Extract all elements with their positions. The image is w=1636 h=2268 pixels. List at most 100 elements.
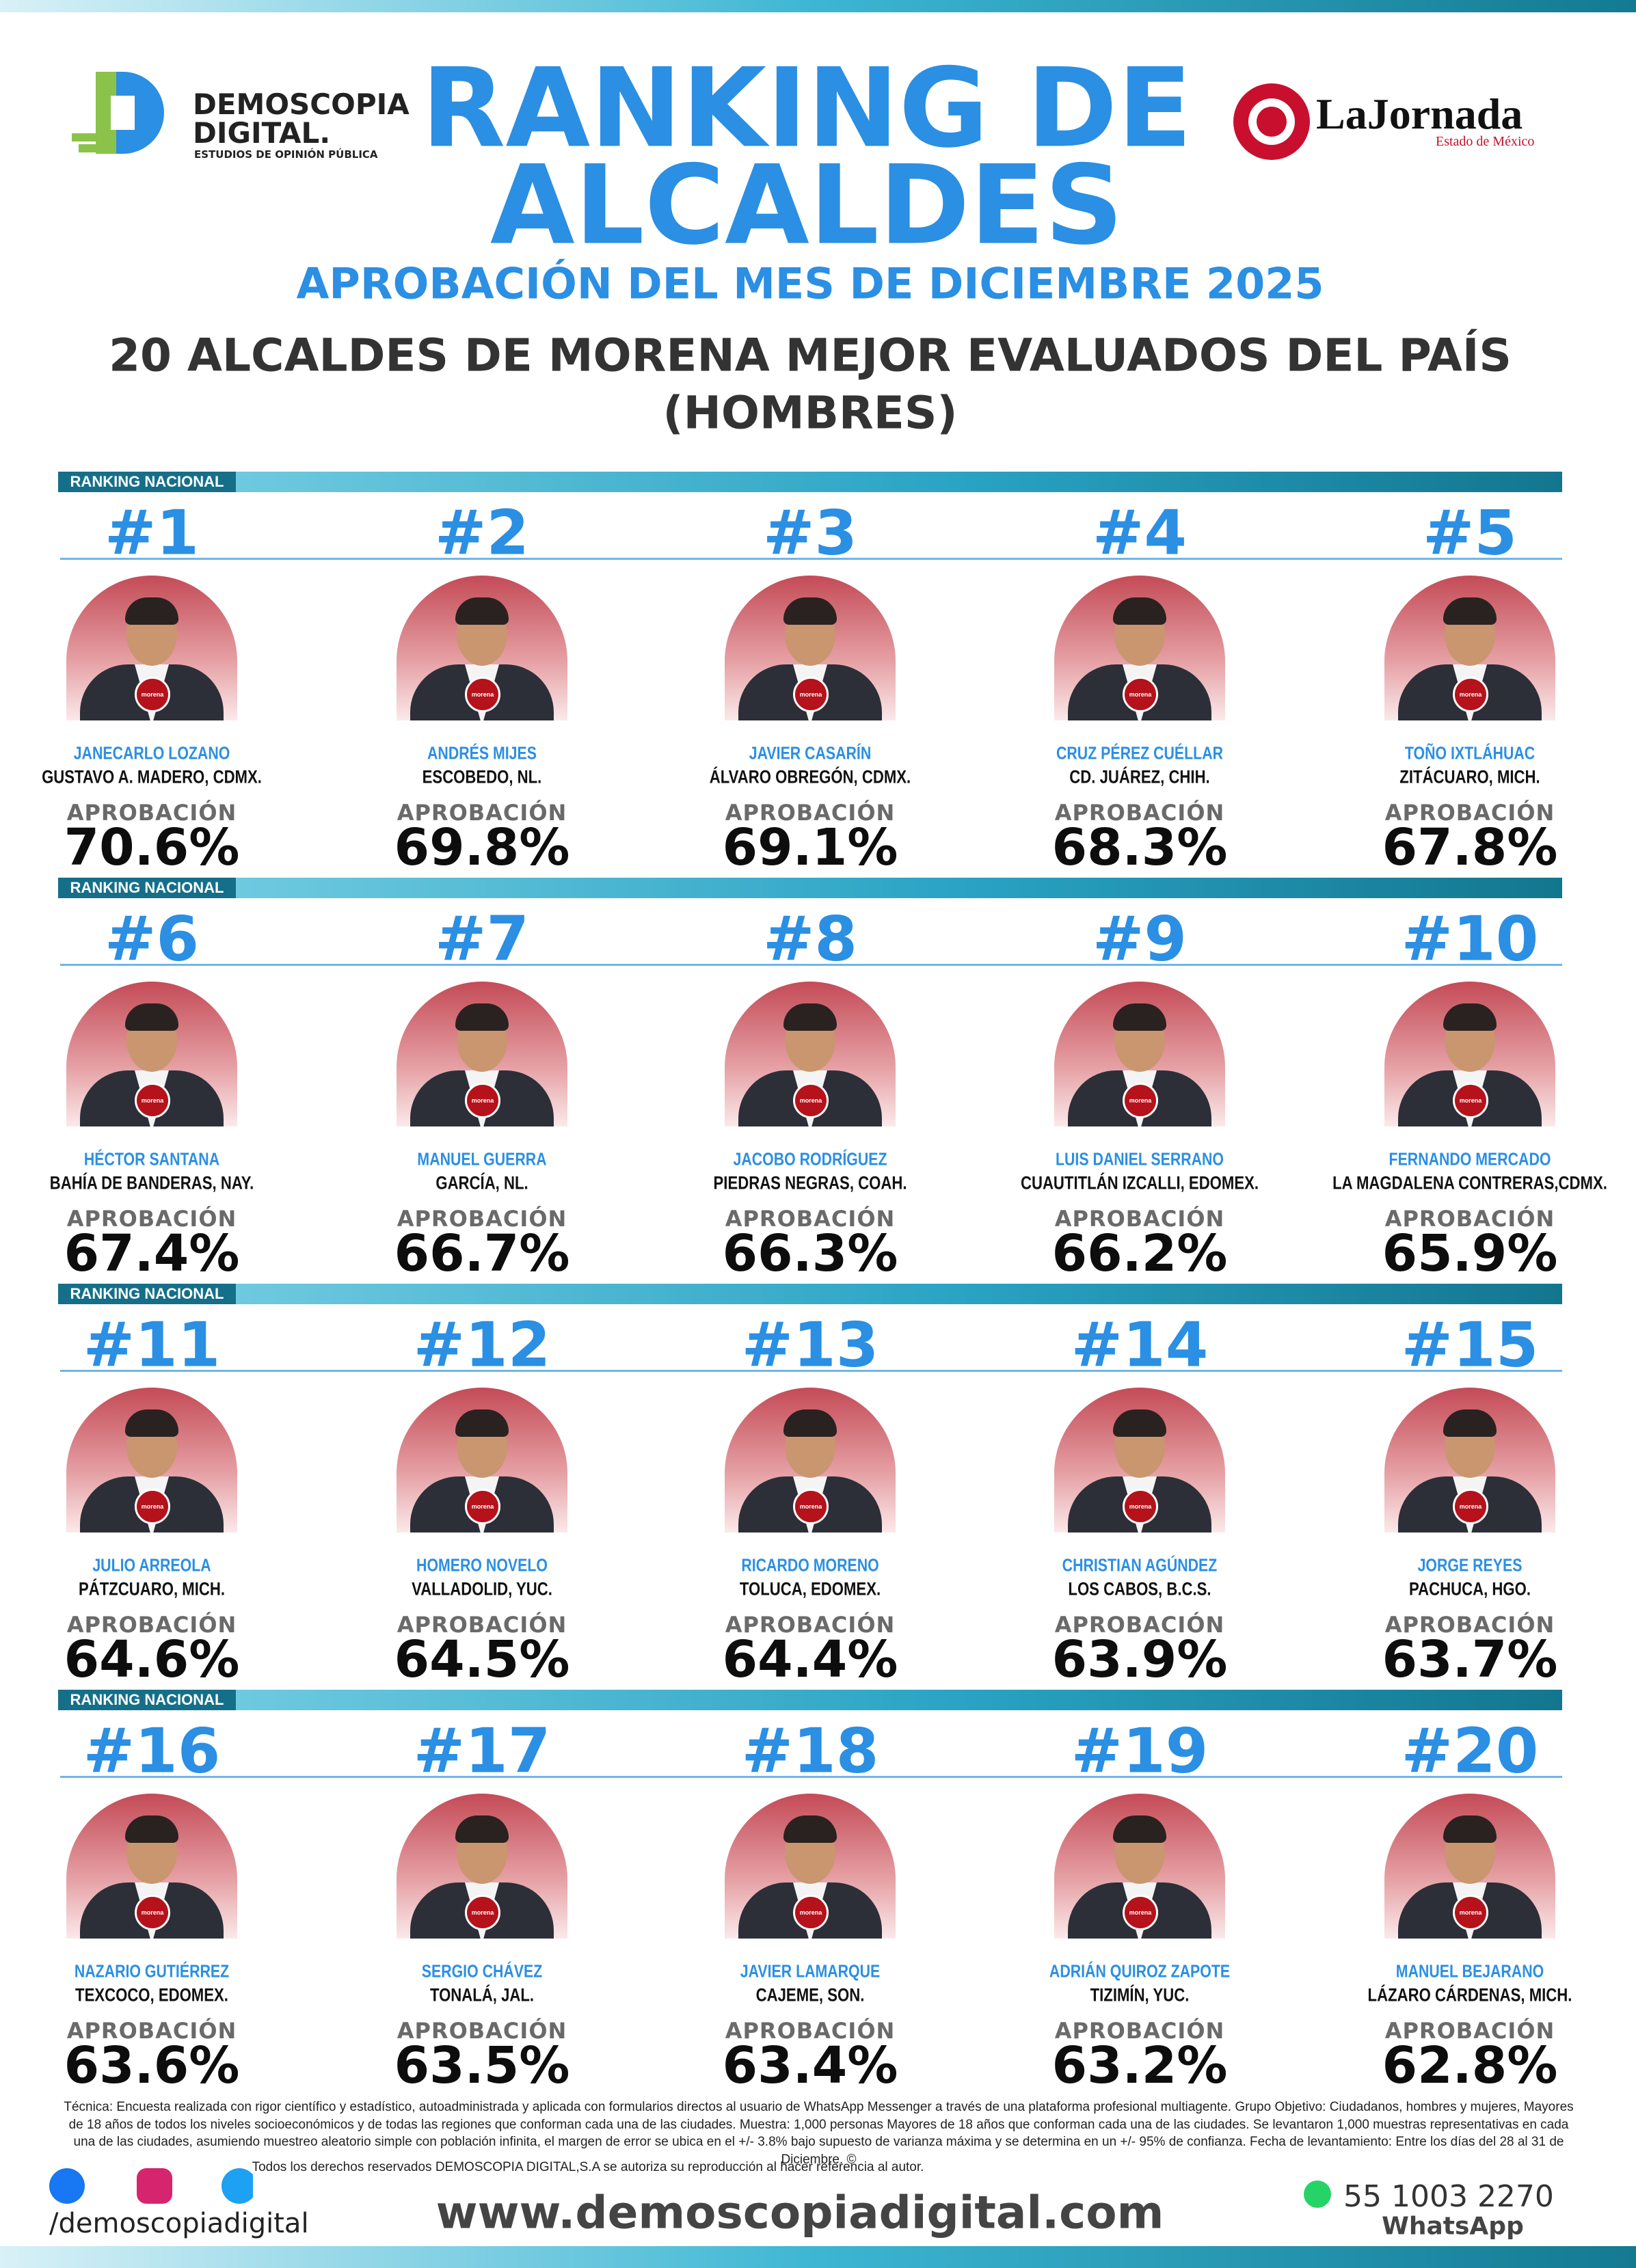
party-badge: morena bbox=[1123, 677, 1158, 712]
whatsapp-icon bbox=[1304, 2181, 1331, 2208]
mayor-place: CAJEME, SON. bbox=[755, 1984, 865, 2006]
section-bar bbox=[58, 1284, 1562, 1304]
photo-hair bbox=[1443, 597, 1497, 625]
approval-value: 69.8% bbox=[394, 818, 570, 877]
mayor-place: ZITÁCUARO, MICH. bbox=[1399, 766, 1540, 787]
photo-hair bbox=[455, 597, 509, 625]
photo-hair bbox=[1443, 1003, 1497, 1031]
brand-name-2: DIGITAL. bbox=[193, 116, 331, 150]
mayor-name: MANUEL GUERRA bbox=[417, 1148, 547, 1170]
approval-label: APROBACIÓN bbox=[1054, 800, 1225, 826]
mayor-name: CHRISTIAN AGÚNDEZ bbox=[1062, 1554, 1218, 1576]
rank: #8 bbox=[762, 903, 858, 975]
party-badge: morena bbox=[1453, 1489, 1488, 1524]
top-stripe bbox=[0, 0, 1636, 12]
approval-label: APROBACIÓN bbox=[397, 2018, 567, 2044]
title: RANKING DE bbox=[421, 44, 1192, 172]
rank: #6 bbox=[104, 903, 200, 975]
approval-label: APROBACIÓN bbox=[66, 1206, 237, 1232]
photo-hair bbox=[125, 1815, 178, 1843]
party-badge: morena bbox=[465, 1083, 500, 1118]
website[interactable]: www.demoscopiadigital.com bbox=[435, 2186, 1164, 2239]
approval-label: APROBACIÓN bbox=[725, 1206, 896, 1232]
logo-stem bbox=[96, 72, 116, 154]
party-badge: morena bbox=[793, 1895, 829, 1930]
approval-value: 66.3% bbox=[722, 1224, 898, 1283]
party-badge: morena bbox=[135, 1489, 170, 1524]
mayor-place: CUAUTITLÁN IZCALLI, EDOMEX. bbox=[1020, 1172, 1259, 1193]
rank-divider bbox=[60, 558, 1562, 560]
mayor-place: TIZIMÍN, YUC. bbox=[1090, 1984, 1190, 2006]
mayor-name: HOMERO NOVELO bbox=[416, 1554, 548, 1576]
section-label: RANKING NACIONAL bbox=[58, 878, 236, 898]
photo-hair bbox=[455, 1815, 509, 1843]
photo: morena bbox=[397, 1794, 567, 1939]
instagram-icon[interactable] bbox=[137, 2168, 172, 2204]
photo: morena bbox=[725, 1388, 896, 1533]
partner-name: LaJornada bbox=[1316, 90, 1523, 138]
photo-hair bbox=[783, 1815, 837, 1843]
photo: morena bbox=[397, 982, 567, 1126]
party-badge: morena bbox=[1453, 1083, 1488, 1118]
rank: #17 bbox=[413, 1715, 551, 1787]
approval-label: APROBACIÓN bbox=[397, 1612, 567, 1638]
photo: morena bbox=[725, 982, 896, 1126]
photo: morena bbox=[1054, 1388, 1225, 1533]
section-bar bbox=[58, 878, 1562, 898]
heading: (HOMBRES) bbox=[662, 386, 958, 440]
logo-hole bbox=[111, 96, 135, 130]
mayor-name: TOÑO IXTLÁHUAC bbox=[1404, 742, 1536, 764]
approval-label: APROBACIÓN bbox=[1054, 2018, 1225, 2044]
social-handle: /demoscopiadigital bbox=[49, 2208, 309, 2239]
approval-label: APROBACIÓN bbox=[1384, 1612, 1555, 1638]
facebook-icon[interactable] bbox=[49, 2168, 85, 2204]
partner-logo-mark bbox=[1233, 83, 1310, 160]
approval-label: APROBACIÓN bbox=[66, 800, 237, 826]
mayor-name: JACOBO RODRÍGUEZ bbox=[733, 1148, 887, 1170]
photo: morena bbox=[1384, 982, 1555, 1126]
photo-hair bbox=[783, 1409, 837, 1437]
rank: #1 bbox=[104, 497, 200, 569]
partner-subtitle: Estado de México bbox=[1436, 134, 1535, 149]
approval-label: APROBACIÓN bbox=[66, 1612, 237, 1638]
mayor-place: ESCOBEDO, NL. bbox=[422, 766, 542, 787]
twitter-icon[interactable] bbox=[222, 2168, 253, 2204]
approval-label: APROBACIÓN bbox=[397, 1206, 567, 1232]
approval-value: 63.9% bbox=[1051, 1630, 1228, 1689]
section-bar bbox=[58, 472, 1562, 492]
party-badge: morena bbox=[135, 1083, 170, 1118]
photo-hair bbox=[125, 597, 178, 625]
bottom-stripe bbox=[0, 2246, 1636, 2268]
section-label: RANKING NACIONAL bbox=[58, 472, 236, 492]
mayor-place: GARCÍA, NL. bbox=[435, 1172, 528, 1193]
photo: morena bbox=[397, 1388, 567, 1533]
rank: #12 bbox=[413, 1309, 551, 1381]
approval-value: 63.6% bbox=[64, 2036, 240, 2095]
mayor-place: ÁLVARO OBREGÓN, CDMX. bbox=[709, 766, 911, 787]
mayor-name: JORGE REYES bbox=[1417, 1554, 1523, 1576]
party-badge: morena bbox=[1453, 677, 1488, 712]
mayor-place: VALLADOLID, YUC. bbox=[412, 1578, 552, 1599]
mayor-name: LUIS DANIEL SERRANO bbox=[1056, 1148, 1224, 1170]
photo-hair bbox=[783, 1003, 837, 1031]
approval-value: 64.6% bbox=[64, 1630, 240, 1689]
photo: morena bbox=[1384, 576, 1555, 720]
approval-label: APROBACIÓN bbox=[725, 800, 896, 826]
mayor-name: RICARDO MORENO bbox=[741, 1554, 879, 1576]
mayor-place: LÁZARO CÁRDENAS, MICH. bbox=[1367, 1984, 1572, 2006]
mayor-name: JAVIER LAMARQUE bbox=[740, 1960, 881, 1982]
mayor-name: JULIO ARREOLA bbox=[92, 1554, 211, 1576]
photo-hair bbox=[783, 597, 837, 625]
approval-value: 62.8% bbox=[1382, 2036, 1558, 2095]
photo-hair bbox=[455, 1003, 509, 1031]
mayor-name: ANDRÉS MIJES bbox=[427, 742, 537, 764]
mayor-place: BAHÍA DE BANDERAS, NAY. bbox=[49, 1172, 254, 1193]
rank: #15 bbox=[1401, 1309, 1539, 1381]
section-label: RANKING NACIONAL bbox=[58, 1690, 236, 1710]
photo: morena bbox=[66, 982, 237, 1126]
mayor-place: TEXCOCO, EDOMEX. bbox=[75, 1984, 228, 2006]
photo-hair bbox=[125, 1003, 178, 1031]
party-badge: morena bbox=[1123, 1083, 1158, 1118]
title: ALCALDES bbox=[490, 141, 1124, 269]
approval-value: 64.4% bbox=[722, 1630, 898, 1689]
